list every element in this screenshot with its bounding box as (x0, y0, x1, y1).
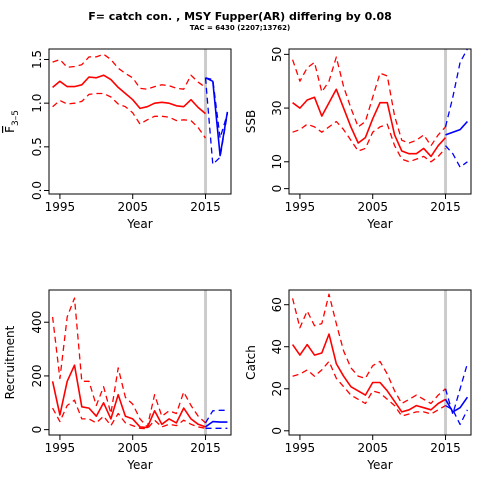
recruitment-lower-bound-line (52, 399, 206, 430)
recruitment-projection-upper-line (204, 409, 228, 424)
catch-x-axis-label: Year (366, 458, 392, 472)
recruitment-x-tick-label: 1995 (45, 441, 76, 455)
catch-x-tick-label: 2005 (357, 441, 388, 455)
fbar-median-line (52, 74, 207, 115)
ssb-x-axis-label: Year (366, 217, 392, 231)
ssb-x-tick-label: 2015 (430, 200, 461, 214)
catch-projection-upper-line (444, 363, 469, 415)
fbar-x-axis-label: Year (126, 217, 152, 231)
recruitment-y-tick-label: 0 (30, 426, 44, 434)
fbar-x-tick-label: 1995 (45, 200, 76, 214)
fbar-y-tick-label: 1.5 (30, 50, 44, 69)
figure-subtitle: TAC = 6430 (2207;13762) (189, 24, 291, 32)
fbar-x-tick-label: 2005 (117, 200, 148, 214)
fbar-plot-frame (48, 48, 232, 195)
catch-x-tick-label: 2015 (430, 441, 461, 455)
ssb-projection-median-line (445, 120, 468, 136)
ssb-median-line (292, 88, 447, 158)
ssb-y-tick-label: 30 (270, 100, 284, 115)
ssb-lower-bound-line (292, 120, 446, 163)
catch-y-axis-label: Catch (244, 345, 258, 380)
catch-y-tick-label: 0 (270, 427, 284, 435)
recruitment-projection-median-line (205, 420, 228, 428)
ssb-y-tick-label: 10 (270, 154, 284, 169)
recruitment-median-line (51, 364, 206, 429)
catch-plot-frame (288, 289, 472, 436)
fbar-y-tick-label: 1.0 (30, 94, 44, 113)
recruitment-y-axis-label: Recruitment (3, 325, 17, 399)
ssb-x-tick-label: 2005 (357, 200, 388, 214)
ssb-x-tick-label: 1995 (285, 200, 316, 214)
ssb-y-axis-label: SSB (244, 110, 258, 133)
ssb-panel: 1995 2005 2015 0 10 30 50 Year SSB (244, 47, 472, 231)
fbar-projection-lower-line (204, 77, 229, 165)
ssb-y-tick-label: 0 (270, 185, 284, 193)
recruitment-y-tick-label: 200 (30, 364, 44, 387)
catch-y-tick-label: 20 (270, 381, 284, 396)
recruitment-x-tick-label: 2015 (190, 441, 221, 455)
recruitment-x-tick-label: 2005 (117, 441, 148, 455)
ssb-plot-frame (288, 48, 472, 195)
ssb-upper-bound-line (291, 56, 446, 147)
catch-y-tick-label: 60 (270, 297, 284, 312)
recruitment-x-axis-label: Year (126, 458, 152, 472)
fbar-panel: 1995 2005 2015 0.0 0.5 1.0 1.5 Year F3–5 (3, 48, 232, 231)
fbar-projection-median-line (205, 77, 229, 157)
catch-projection-median-line (444, 396, 469, 413)
figure-title: F= catch con. , MSY Fupper(AR) differing… (88, 10, 392, 23)
fbar-upper-bound-line (52, 53, 206, 90)
recruitment-plot-frame (48, 289, 232, 436)
fbar-y-tick-label: 0.5 (30, 137, 44, 156)
catch-projection-lower-line (445, 405, 468, 426)
fbar-lower-bound-line (52, 92, 207, 139)
catch-panel: 1995 2005 2015 0 20 40 60 Year Catch (244, 289, 472, 472)
catch-y-tick-label: 40 (270, 339, 284, 354)
fbar-x-tick-label: 2015 (190, 200, 221, 214)
catch-upper-bound-line (291, 293, 446, 405)
fbar-y-axis-label: F3–5 (3, 110, 21, 133)
recruitment-panel: 1995 2005 2015 0 200 400 Year Recruitment (3, 289, 232, 472)
recruitment-y-tick-label: 400 (30, 311, 44, 334)
catch-x-tick-label: 1995 (285, 441, 316, 455)
recruitment-upper-bound-line (51, 297, 206, 428)
ssb-projection-upper-line (444, 48, 468, 128)
fbar-y-tick-label: 0.0 (30, 181, 44, 200)
catch-lower-bound-line (292, 360, 446, 417)
ssb-projection-lower-line (445, 145, 468, 168)
ssb-y-tick-label: 50 (270, 47, 284, 62)
catch-median-line (291, 333, 446, 413)
